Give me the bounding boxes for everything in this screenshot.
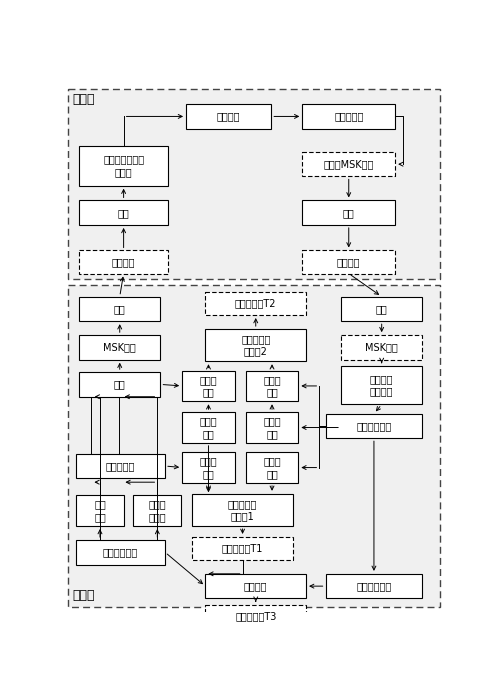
Bar — [325, 413, 423, 438]
Text: 恢复扩
频码: 恢复扩 频码 — [263, 416, 281, 439]
Text: 扩频，MSK调制: 扩频，MSK调制 — [323, 159, 374, 169]
Text: 发射: 发射 — [343, 208, 355, 217]
Bar — [246, 452, 299, 483]
Text: 本地参考时钟: 本地参考时钟 — [103, 547, 138, 557]
Bar — [68, 285, 440, 607]
Text: 本地扩
频码: 本地扩 频码 — [200, 416, 217, 439]
Text: 计算相
关峰: 计算相 关峰 — [200, 456, 217, 479]
Text: 解扩恢复
基带码元: 解扩恢复 基带码元 — [370, 374, 393, 396]
Bar — [205, 329, 306, 361]
Bar — [182, 371, 235, 401]
Text: 基带
码流: 基带 码流 — [94, 499, 106, 522]
Text: 计算相
关峰: 计算相 关峰 — [263, 456, 281, 479]
Bar — [205, 605, 306, 627]
Bar — [79, 250, 168, 274]
Text: 下行信道: 下行信道 — [337, 257, 361, 267]
Text: 比较相关峰
计数器1: 比较相关峰 计数器1 — [228, 499, 257, 521]
Text: 时钟再生: 时钟再生 — [217, 111, 241, 122]
Bar — [325, 574, 423, 599]
Bar — [302, 104, 395, 129]
Bar — [186, 104, 271, 129]
Text: 码元相位同步: 码元相位同步 — [356, 421, 391, 431]
Bar — [246, 412, 299, 443]
Text: 接收: 接收 — [376, 304, 387, 314]
Text: 扩频: 扩频 — [114, 379, 125, 389]
Text: 应答机: 应答机 — [73, 94, 95, 107]
Text: 发射: 发射 — [114, 304, 125, 314]
Text: 计算相
关峰: 计算相 关峰 — [263, 375, 281, 397]
Text: 本地基
带伪码: 本地基 带伪码 — [148, 499, 166, 522]
Bar — [133, 495, 182, 526]
Bar — [246, 371, 299, 401]
Bar — [205, 574, 306, 599]
Bar — [341, 297, 423, 321]
Bar — [302, 250, 395, 274]
Bar — [182, 452, 235, 483]
Text: 计算相
关峰: 计算相 关峰 — [200, 375, 217, 397]
Bar — [341, 335, 423, 360]
Text: MSK调制: MSK调制 — [103, 343, 136, 352]
Bar — [79, 200, 168, 225]
Text: MSK解调: MSK解调 — [366, 343, 398, 352]
Bar — [79, 297, 160, 321]
Text: 接收: 接收 — [118, 208, 129, 217]
Text: 比较相关峰
计数器2: 比较相关峰 计数器2 — [241, 334, 270, 356]
Text: 解调，解扩，码
元同步: 解调，解扩，码 元同步 — [103, 155, 144, 177]
Bar — [302, 152, 395, 177]
Text: 接收再生时钟: 接收再生时钟 — [356, 581, 391, 591]
Bar — [192, 537, 293, 560]
Text: 精估算延迟T3: 精估算延迟T3 — [235, 611, 276, 621]
Text: 组成测距帧: 组成测距帧 — [106, 461, 135, 471]
Bar — [76, 453, 165, 478]
Text: 下行码产生: 下行码产生 — [334, 111, 364, 122]
Bar — [341, 366, 423, 405]
Bar — [192, 494, 293, 526]
Text: 上行信道: 上行信道 — [112, 257, 135, 267]
Text: 粗估算延迟T2: 粗估算延迟T2 — [235, 299, 276, 308]
Bar — [76, 540, 165, 565]
Text: 粗估算延迟T1: 粗估算延迟T1 — [222, 544, 263, 553]
Bar — [79, 372, 160, 397]
Bar — [79, 146, 168, 186]
Bar — [182, 412, 235, 443]
Bar — [302, 200, 395, 225]
Bar — [79, 335, 160, 360]
Bar — [68, 89, 440, 279]
Text: 相位比较: 相位比较 — [244, 581, 267, 591]
Text: 测距机: 测距机 — [73, 590, 95, 602]
Bar — [76, 495, 124, 526]
Bar — [205, 292, 306, 315]
